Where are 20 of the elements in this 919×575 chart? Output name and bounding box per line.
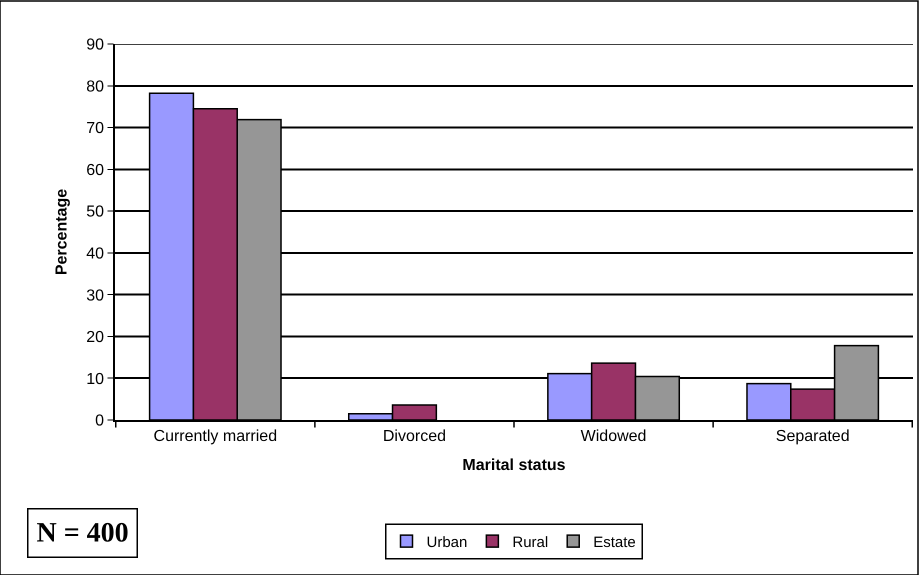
- legend-label: Urban: [426, 534, 468, 551]
- y-tick-label: 90: [86, 36, 104, 54]
- y-tick-label: 0: [95, 412, 104, 430]
- text: N = 400: [36, 518, 129, 548]
- y-tick-label: 50: [86, 204, 104, 221]
- x-tick-label: Divorced: [382, 428, 446, 445]
- legend-label: Estate: [593, 534, 636, 551]
- y-tick-label: 10: [86, 370, 104, 388]
- x-tick-label: Widowed: [580, 428, 646, 445]
- y-tick-label: 80: [86, 78, 104, 96]
- x-tick-label: Separated: [776, 428, 850, 445]
- x-axis-title: Marital status: [462, 457, 566, 474]
- legend-label: Rural: [512, 534, 548, 551]
- y-tick-label: 20: [86, 329, 104, 346]
- y-tick-label: 30: [86, 287, 104, 304]
- y-tick-label: 60: [86, 162, 104, 179]
- y-tick-label: 40: [86, 245, 104, 262]
- x-tick-label: Currently married: [154, 428, 278, 445]
- y-tick-label: 70: [86, 120, 104, 138]
- y-axis-title: Percentage: [54, 188, 71, 276]
